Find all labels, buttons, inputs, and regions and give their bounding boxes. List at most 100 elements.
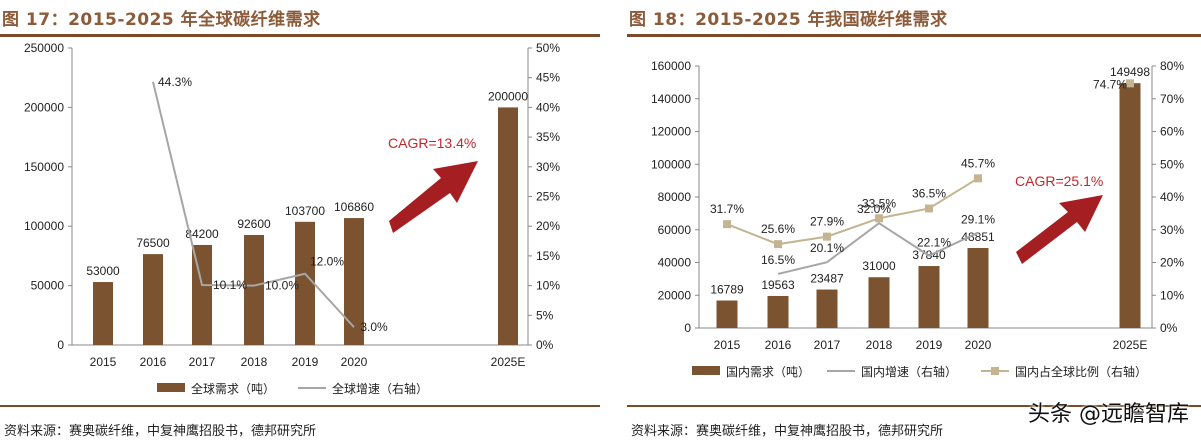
legend-swatch bbox=[157, 383, 185, 392]
right-tick-label: 35% bbox=[536, 130, 560, 144]
figure-17-source: 资料来源：赛奥碳纤维，中复神鹰招股书，德邦研究所 bbox=[4, 424, 317, 439]
series-marker bbox=[925, 204, 933, 213]
category-label: 2018 bbox=[866, 338, 893, 352]
bar-value-label: 53000 bbox=[86, 264, 120, 278]
left-tick-label: 80000 bbox=[658, 190, 692, 204]
line-value-label: 27.9% bbox=[810, 215, 844, 229]
series-marker bbox=[823, 232, 831, 241]
left-tick-label: 160000 bbox=[651, 59, 691, 73]
bar-value-label: 103700 bbox=[285, 204, 325, 218]
figure-17-panel: 图 17：2015-2025 年全球碳纤维需求 0 50000 100000 1500… bbox=[0, 0, 600, 440]
category-label: 2015 bbox=[90, 355, 117, 369]
figure-17-chart: 0 50000 100000 150000 200000 250000 0% 5% 10% 15%… bbox=[24, 41, 560, 396]
series-marker bbox=[774, 240, 782, 249]
series-line bbox=[726, 177, 979, 246]
right-tick-label: 10% bbox=[1160, 288, 1184, 302]
legend-marker bbox=[991, 367, 999, 375]
right-tick-label: 20% bbox=[1160, 256, 1184, 270]
left-tick-label: 50000 bbox=[31, 279, 65, 293]
line-value-label: 3.0% bbox=[360, 320, 388, 334]
right-tick-label: 30% bbox=[1160, 223, 1184, 237]
category-label: 2025E bbox=[1113, 338, 1148, 352]
bar-value-label: 23487 bbox=[810, 272, 844, 286]
right-tick-label: 20% bbox=[536, 219, 560, 233]
left-tick-label: 40000 bbox=[658, 256, 692, 270]
bar bbox=[868, 277, 890, 328]
legend-label: 全球需求（吨） bbox=[191, 381, 275, 396]
left-tick-label: 100000 bbox=[24, 219, 64, 233]
left-tick-label: 20000 bbox=[658, 288, 692, 302]
right-tick-label: 10% bbox=[536, 279, 560, 293]
category-label: 2017 bbox=[189, 355, 216, 369]
category-label: 2020 bbox=[965, 338, 992, 352]
figure-18-source: 资料来源：赛奥碳纤维，中复神鹰招股书，德邦研究所 bbox=[631, 424, 944, 439]
category-label: 2019 bbox=[916, 338, 943, 352]
right-tick-label: 50% bbox=[1160, 157, 1184, 171]
bar bbox=[816, 289, 838, 328]
series-line bbox=[152, 81, 355, 328]
bar-value-label: 76500 bbox=[136, 236, 170, 250]
line-value-label: 20.1% bbox=[810, 241, 844, 255]
right-tick-label: 30% bbox=[536, 160, 560, 174]
series-marker bbox=[974, 174, 982, 183]
left-tick-label: 0 bbox=[57, 338, 64, 352]
right-tick-label: 15% bbox=[536, 249, 560, 263]
right-tick-label: 40% bbox=[536, 100, 560, 114]
line-value-label: 33.5% bbox=[862, 196, 896, 210]
bar-value-label: 16789 bbox=[710, 283, 744, 297]
bar bbox=[498, 107, 518, 346]
left-tick-label: 0 bbox=[684, 321, 691, 335]
right-tick-label: 45% bbox=[536, 71, 560, 85]
title-rule bbox=[627, 34, 1201, 37]
figure-18-title: 图 18：2015-2025 年我国碳纤维需求 bbox=[629, 10, 948, 30]
bar bbox=[918, 266, 940, 328]
series-marker bbox=[1126, 79, 1134, 88]
right-tick-label: 0% bbox=[536, 338, 554, 352]
right-tick-label: 70% bbox=[1160, 92, 1184, 106]
left-tick-label: 60000 bbox=[658, 223, 692, 237]
category-label: 2017 bbox=[814, 338, 841, 352]
bar bbox=[244, 234, 264, 345]
line-value-label: 10.0% bbox=[265, 279, 299, 293]
category-label: 2016 bbox=[140, 355, 167, 369]
right-tick-label: 60% bbox=[1160, 125, 1184, 139]
right-tick-label: 25% bbox=[536, 190, 560, 204]
bar bbox=[1119, 83, 1141, 328]
series-marker bbox=[723, 220, 731, 229]
figure-18-panel: 图 18：2015-2025 年我国碳纤维需求 0 20000 40000 60000… bbox=[627, 0, 1201, 440]
right-tick-label: 80% bbox=[1160, 59, 1184, 73]
bar-value-label: 106860 bbox=[334, 200, 374, 214]
line-value-label: 22.1% bbox=[917, 236, 951, 250]
left-tick-label: 150000 bbox=[24, 160, 64, 174]
bar-value-label: 149498 bbox=[1110, 65, 1150, 79]
line-value-label: 31.7% bbox=[710, 202, 744, 216]
bar bbox=[143, 254, 163, 345]
source-rule bbox=[0, 405, 600, 407]
figure-18-chart: 0 20000 40000 60000 80000 100000 120000 140000 1… bbox=[651, 59, 1184, 379]
title-rule bbox=[0, 34, 600, 37]
legend-swatch bbox=[692, 366, 720, 375]
cagr-label: CAGR=13.4% bbox=[388, 135, 476, 151]
bar-value-label: 48851 bbox=[961, 230, 995, 244]
bar bbox=[716, 300, 738, 328]
left-tick-label: 250000 bbox=[24, 41, 64, 55]
category-label: 2015 bbox=[714, 338, 741, 352]
bar-value-label: 19563 bbox=[761, 278, 795, 292]
left-tick-label: 100000 bbox=[651, 157, 691, 171]
category-label: 2018 bbox=[241, 355, 268, 369]
series-marker bbox=[875, 214, 883, 223]
bar bbox=[344, 218, 364, 345]
bar-value-label: 84200 bbox=[185, 227, 219, 241]
legend-label: 国内需求（吨） bbox=[726, 365, 810, 379]
right-tick-label: 5% bbox=[536, 308, 554, 322]
bar bbox=[295, 221, 315, 345]
bar bbox=[93, 282, 113, 345]
bar bbox=[767, 295, 789, 328]
cagr-label: CAGR=25.1% bbox=[1015, 173, 1103, 189]
right-tick-label: 0% bbox=[1160, 321, 1178, 335]
bar bbox=[967, 248, 989, 328]
category-label: 2019 bbox=[292, 355, 319, 369]
watermark: 头条 @远瞻智库 bbox=[1028, 402, 1189, 427]
category-label: 2020 bbox=[341, 355, 368, 369]
bar-value-label: 92600 bbox=[237, 217, 271, 231]
